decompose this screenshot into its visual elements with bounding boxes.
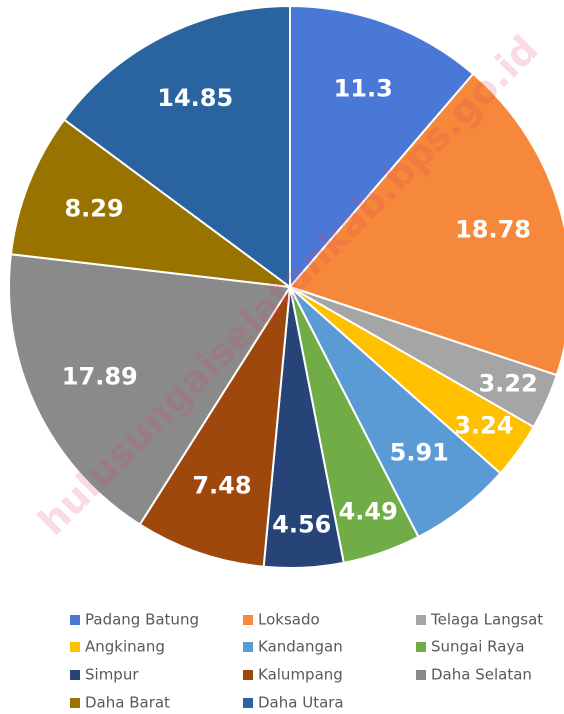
legend-swatch <box>416 642 426 652</box>
data-label: 17.89 <box>62 363 138 391</box>
legend-swatch <box>70 615 80 625</box>
legend-label: Kalumpang <box>258 666 343 684</box>
legend-label: Padang Batung <box>85 611 199 629</box>
data-label: 4.49 <box>339 498 398 526</box>
data-label: 4.56 <box>272 511 331 539</box>
pie-slice <box>9 118 294 289</box>
data-label: 8.29 <box>64 194 123 222</box>
pie-slice <box>138 286 291 568</box>
data-label: 14.85 <box>157 84 233 112</box>
legend-swatch <box>243 615 253 625</box>
pie-slice <box>8 253 292 526</box>
legend-swatch <box>243 670 253 680</box>
legend-swatch <box>243 698 253 708</box>
data-label: 3.24 <box>454 411 513 439</box>
pie-slice <box>289 4 475 290</box>
legend-label: Sungai Raya <box>431 638 525 656</box>
legend-label: Daha Utara <box>258 694 344 712</box>
legend-swatch <box>243 642 253 652</box>
legend-label: Kandangan <box>258 638 343 656</box>
legend-swatch <box>416 670 426 680</box>
legend-label: Daha Barat <box>85 694 170 712</box>
pie-slice <box>288 72 564 377</box>
data-label: 5.91 <box>390 438 449 466</box>
legend-label: Loksado <box>258 611 320 629</box>
data-label: 18.78 <box>455 216 531 244</box>
pie-slice <box>62 4 291 289</box>
data-label: 7.48 <box>192 471 251 499</box>
legend-label: Simpur <box>85 666 139 684</box>
data-label: 3.22 <box>478 369 537 397</box>
data-label: 11.3 <box>334 74 393 102</box>
legend-swatch <box>70 698 80 708</box>
legend-swatch <box>416 615 426 625</box>
legend-swatch <box>70 670 80 680</box>
legend-label: Daha Selatan <box>431 666 532 684</box>
legend-label: Angkinang <box>85 638 165 656</box>
legend-swatch <box>70 642 80 652</box>
legend-label: Telaga Langsat <box>430 611 543 629</box>
